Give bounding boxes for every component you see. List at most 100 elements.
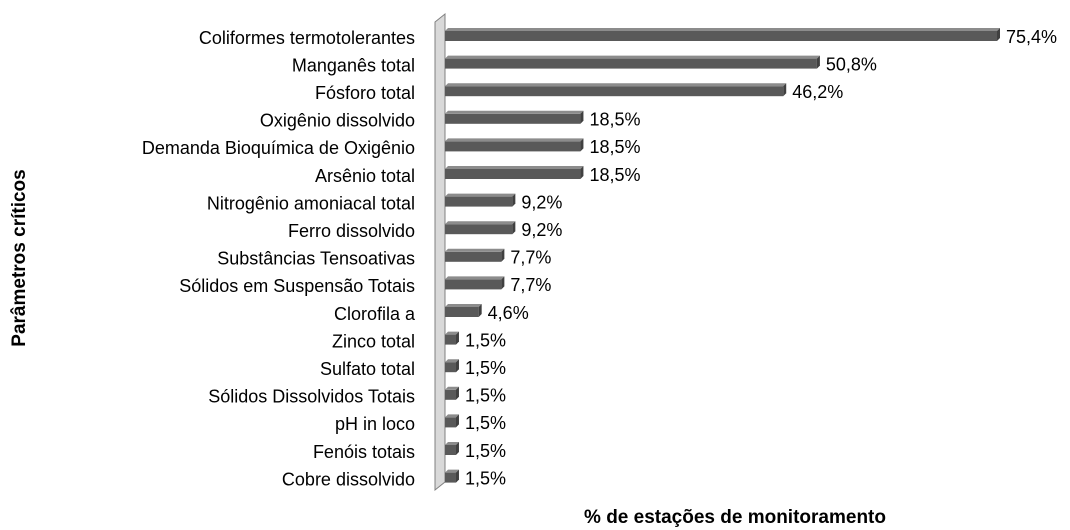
value-label: 1,5% (465, 330, 506, 350)
bar-front (445, 417, 456, 428)
bar-side (816, 55, 820, 69)
y-tick-label: Ferro dissolvido (288, 221, 415, 241)
bar (445, 248, 505, 262)
value-label: 50,8% (826, 54, 877, 74)
bar-side (501, 276, 505, 290)
bar (445, 193, 516, 207)
bar-side (455, 469, 459, 483)
bar-front (445, 307, 479, 317)
bar-side (455, 442, 459, 455)
bar-top (445, 359, 459, 363)
bar-side (580, 166, 584, 179)
value-label: 75,4% (1006, 27, 1057, 47)
bar-top (445, 221, 516, 225)
y-tick-label: Sulfato total (320, 359, 415, 379)
bar-top (445, 55, 820, 59)
y-tick-label: Fósforo total (315, 83, 415, 103)
bar-top (445, 304, 482, 307)
bar (445, 221, 516, 235)
value-label: 7,7% (510, 248, 551, 268)
axis-wall (434, 12, 446, 492)
value-label: 18,5% (589, 165, 640, 185)
y-tick-label: Oxigênio dissolvido (260, 111, 415, 131)
bar-front (445, 224, 513, 235)
bar-top (445, 442, 459, 445)
bar (445, 359, 459, 373)
bar (445, 166, 584, 179)
value-label: 1,5% (465, 413, 506, 433)
value-label: 9,2% (521, 220, 562, 240)
bar-front (445, 113, 581, 124)
bar-side (455, 359, 459, 373)
value-label: 9,2% (521, 192, 562, 212)
bar-side (580, 138, 584, 152)
bar (445, 110, 584, 124)
bar (445, 276, 505, 290)
value-label: 18,5% (589, 137, 640, 157)
bar-front (445, 334, 456, 345)
bar (445, 442, 459, 455)
y-tick-label: Zinco total (332, 331, 415, 351)
value-label: 1,5% (465, 386, 506, 406)
bar-front (445, 169, 581, 179)
y-tick-label: Clorofila a (334, 304, 416, 324)
y-tick-label: Arsênio total (315, 166, 415, 186)
value-label: 7,7% (510, 275, 551, 295)
y-tick-label: Demanda Bioquímica de Oxigênio (142, 138, 415, 158)
bar (445, 83, 787, 97)
bar-front (445, 196, 513, 207)
bar-top (445, 386, 459, 390)
y-tick-label: Cobre dissolvido (282, 469, 415, 489)
bar-top (445, 110, 584, 114)
x-axis-title: % de estações de monitoramento (584, 507, 886, 528)
bar-side (478, 304, 482, 317)
y-tick-label: Fenóis totais (313, 442, 415, 462)
value-label: 18,5% (589, 110, 640, 130)
bar (445, 55, 820, 69)
bar-top (445, 276, 505, 280)
value-label: 4,6% (488, 303, 529, 323)
bar-front (445, 86, 784, 97)
bar-side (501, 248, 505, 262)
bar-top (445, 28, 1000, 31)
bar-top (445, 331, 459, 335)
bar-side (783, 83, 787, 97)
value-label: 1,5% (465, 358, 506, 378)
bar (445, 138, 584, 152)
value-label: 46,2% (792, 82, 843, 102)
y-tick-label: Sólidos em Suspensão Totais (179, 276, 415, 296)
value-label: 1,5% (465, 468, 506, 488)
y-tick-label: Sólidos Dissolvidos Totais (208, 387, 415, 407)
bar-top (445, 193, 516, 197)
bar-front (445, 251, 502, 262)
y-tick-label: Coliformes termotolerantes (199, 28, 415, 48)
bar (445, 331, 459, 345)
bar (445, 28, 1000, 41)
bar-front (445, 389, 456, 400)
bar-top (445, 414, 459, 418)
bar-front (445, 362, 456, 373)
bar-front (445, 58, 817, 69)
bar-side (580, 110, 584, 124)
bar-top (445, 469, 459, 473)
y-tick-label: pH in loco (335, 414, 415, 434)
bar (445, 386, 459, 400)
bar-front (445, 31, 997, 41)
y-tick-label: Manganês total (292, 55, 415, 75)
bar-front (445, 445, 456, 455)
bar-side (512, 193, 516, 207)
bar-side (997, 28, 1000, 41)
bar-front (445, 279, 502, 290)
bar-top (445, 83, 787, 87)
bar-side (455, 331, 459, 345)
bar-top (445, 248, 505, 252)
bar-front (445, 141, 581, 152)
bar-front (445, 472, 456, 483)
y-tick-label: Substâncias Tensoativas (217, 249, 415, 269)
bar (445, 469, 459, 483)
y-axis-title: Parâmetros críticos (9, 169, 30, 346)
bar-top (445, 138, 584, 142)
bar-side (455, 414, 459, 428)
bar-side (512, 221, 516, 235)
